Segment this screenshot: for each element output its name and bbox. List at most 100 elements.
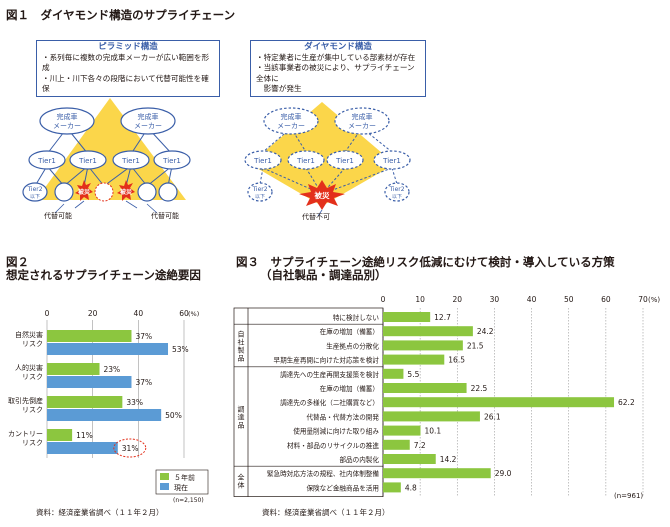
- diamond-box-title: ダイヤモンド構造: [304, 42, 372, 52]
- pyramid-oem-label-2b: メーカー: [134, 122, 162, 130]
- diamond-tier2-label-2a: Tier2: [388, 186, 404, 193]
- fig1-diagram: 完成車 メーカー 完成車 メーカー Tier1 Tier1 Tier1 Tier…: [22, 98, 411, 221]
- fig3-bar: [383, 397, 615, 408]
- fig2-tick-label: 0: [45, 309, 50, 318]
- diamond-tier1-label-3: Tier1: [335, 157, 354, 165]
- fig2-unit-label: (%): [188, 310, 199, 318]
- fig3-data-label: 4.8: [405, 483, 417, 492]
- fig2-category-label: リスク: [22, 373, 43, 381]
- fig2-category-label: 取引先倒産: [8, 396, 43, 405]
- fig3-tick-label: 60: [601, 295, 611, 304]
- fig2-legend-label: ５年前: [174, 473, 195, 482]
- fig3-data-label: 5.5: [407, 370, 419, 379]
- diamond-caption: 代替不可: [302, 212, 330, 221]
- fig2-note: (n=2,150): [173, 497, 204, 504]
- pyramid-line-2: ・川上・川下各々の段階において代替可能性を確保: [42, 73, 209, 94]
- diamond-oem-label-1a: 完成車: [281, 112, 302, 121]
- pyramid-tier2-circle-3: [158, 182, 178, 202]
- fig3-tick-label: 50: [564, 295, 574, 304]
- fig3-bar: [383, 411, 480, 422]
- fig2-title-line2: 想定されるサプライチェーン途絶要因: [6, 268, 201, 282]
- pyramid-tier1-label-4: Tier1: [162, 157, 181, 165]
- pyramid-oem-label-1a: 完成車: [57, 112, 78, 121]
- fig3-title-line1: 図３ サプライチェーン途絶リスク低減にむけて検討・導入している方策: [236, 255, 615, 269]
- fig3-group-label: 自: [238, 330, 245, 339]
- diamond-tier1-label-4: Tier1: [382, 157, 401, 165]
- fig2-tick-label: 40: [134, 309, 144, 318]
- diamond-tier1-node-2: [287, 150, 325, 170]
- fig3-note: (n=961): [614, 492, 644, 500]
- diamond-legend-box: ダイヤモンド構造 ・特定業者に生産が集中している部素材が存在 ・当該事業者の被災…: [250, 40, 426, 97]
- fig2-category-label: リスク: [22, 439, 43, 447]
- fig2-chart: 0 20 40 60 (%) 37% 53% 23% 37% 33% 50% 11% 31% 自然災害…: [8, 309, 209, 495]
- pyramid-caption-right: 代替可能: [151, 211, 179, 220]
- fig3-bar: [383, 454, 436, 464]
- diamond-tier2-label-2b: 以下: [392, 194, 402, 200]
- fig3-tick-label: 0: [381, 295, 386, 304]
- pyramid-tier2-node: [22, 182, 48, 202]
- fig2-tick-label: 60: [179, 309, 189, 318]
- fig3-bar-layer: 12.7 24.2 21.516.5 5.5 22.5 62.2 26.1 10.1 7.2 14…: [383, 312, 635, 493]
- fig3-category-label: 調達先への生産再開支援策を検討: [280, 370, 379, 379]
- fig3-title: 図３ サプライチェーン途絶リスク低減にむけて検討・導入している方策 （自社製品・…: [236, 256, 615, 282]
- diamond-tier1-label-1: Tier1: [253, 157, 272, 165]
- pyramid-oem-node-1: [39, 107, 95, 135]
- diamond-tier1-label-2: Tier1: [296, 157, 315, 165]
- fig2-category-label: 人的災害: [15, 363, 43, 372]
- fig2-data-label: 33%: [126, 398, 143, 407]
- diamond-line-3: 影響が発生: [256, 84, 302, 93]
- pyramid-oem-node-2: [120, 107, 176, 135]
- fig3-tick-label: 30: [490, 295, 500, 304]
- pyramid-oem-label-2a: 完成車: [138, 112, 159, 121]
- pyramid-tier1-node-4: [153, 150, 191, 170]
- fig2-data-label: 37%: [135, 332, 152, 341]
- fig3-category-label: 材料・部品のリサイクルの推進: [287, 441, 379, 450]
- fig2-category-label: カントリー: [8, 430, 43, 438]
- pyramid-tier1-label-3: Tier1: [121, 157, 140, 165]
- fig3-bar: [383, 425, 421, 436]
- diamond-tier1-node-4: [373, 150, 411, 170]
- pyramid-disaster-label-2: 被災: [120, 188, 133, 196]
- fig3-data-label: 14.2: [440, 455, 457, 464]
- diamond-tier2-label-1a: Tier2: [251, 186, 267, 193]
- pyramid-tier2-label-b: 以下: [30, 194, 40, 200]
- pyramid-line-1: ・系列毎に複数の完成車メーカーが広い範囲を形成: [42, 52, 210, 73]
- fig2-data-label: 37%: [135, 378, 152, 387]
- diamond-tier1-node-3: [326, 150, 364, 170]
- fig3-unit-label: (%): [648, 296, 660, 304]
- pyramid-alt-circle: [94, 182, 114, 202]
- diamond-line-2: ・当該事業者の被災により、サプライチェーン全体に: [256, 63, 415, 83]
- fig3-tick-label: 40: [527, 295, 537, 304]
- fig3-category-label: 特に検討しない: [333, 313, 380, 322]
- fig3-group-label: 達: [238, 413, 245, 422]
- fig3-bar: [383, 439, 410, 450]
- pyramid-caption-left: 代替可能: [44, 211, 72, 220]
- fig2-tick-label: 20: [88, 309, 98, 318]
- pyramid-tier1-node-1: [28, 150, 66, 170]
- fig3-data-label: 22.5: [471, 384, 488, 393]
- fig3-group-label: 全: [238, 472, 245, 481]
- fig3-source: 資料：経済産業省調べ（１１年２月）: [262, 508, 390, 517]
- fig3-group-label: 品: [238, 422, 245, 430]
- pyramid-disaster-burst-2: [117, 180, 135, 201]
- fig3-bar: [383, 326, 473, 337]
- fig2-title: 図２ 想定されるサプライチェーン途絶要因: [6, 256, 201, 282]
- diamond-tier2-node-1: [247, 182, 273, 202]
- fig3-group-label: 体: [238, 480, 245, 489]
- fig3-data-label: 29.0: [495, 469, 512, 478]
- fig3-data-label: 62.2: [618, 398, 635, 407]
- pyramid-oem-label-1b: メーカー: [53, 122, 81, 130]
- fig3-tick-label: 70: [638, 295, 648, 304]
- fig3-group-label: 品: [238, 355, 245, 363]
- diamond-oem-label-1b: メーカー: [277, 122, 305, 130]
- pyramid-tier1-label-2: Tier1: [78, 157, 97, 165]
- fig2-data-label: 11%: [76, 431, 93, 440]
- diamond-oem-label-2a: 完成車: [352, 112, 373, 121]
- pyramid-tier2-label-a: Tier2: [26, 186, 42, 193]
- fig3-category-label: 保険など金融商品を活用: [306, 483, 379, 492]
- fig3-data-label: 24.2: [477, 327, 494, 336]
- fig2-bar: [47, 376, 132, 388]
- fig3-bar: [383, 340, 463, 351]
- pyramid-tier2-circle-1: [54, 182, 74, 202]
